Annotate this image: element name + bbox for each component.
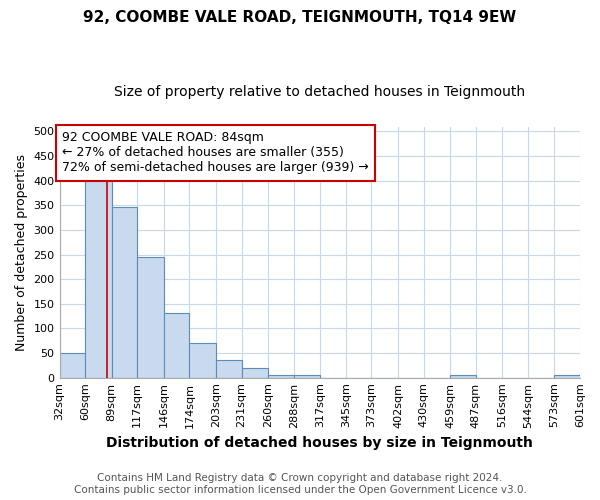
Y-axis label: Number of detached properties: Number of detached properties bbox=[15, 154, 28, 350]
Text: Contains HM Land Registry data © Crown copyright and database right 2024.
Contai: Contains HM Land Registry data © Crown c… bbox=[74, 474, 526, 495]
Bar bbox=[216, 360, 242, 378]
Bar bbox=[554, 375, 580, 378]
Bar bbox=[190, 343, 216, 378]
Bar bbox=[59, 352, 85, 378]
X-axis label: Distribution of detached houses by size in Teignmouth: Distribution of detached houses by size … bbox=[106, 436, 533, 450]
Bar bbox=[450, 374, 476, 378]
Bar bbox=[137, 256, 164, 378]
Bar bbox=[164, 313, 190, 378]
Bar bbox=[242, 368, 268, 378]
Bar bbox=[294, 375, 320, 378]
Bar bbox=[85, 179, 112, 378]
Text: 92, COOMBE VALE ROAD, TEIGNMOUTH, TQ14 9EW: 92, COOMBE VALE ROAD, TEIGNMOUTH, TQ14 9… bbox=[83, 10, 517, 25]
Text: 92 COOMBE VALE ROAD: 84sqm
← 27% of detached houses are smaller (355)
72% of sem: 92 COOMBE VALE ROAD: 84sqm ← 27% of deta… bbox=[62, 132, 369, 174]
Bar bbox=[268, 374, 294, 378]
Title: Size of property relative to detached houses in Teignmouth: Size of property relative to detached ho… bbox=[114, 85, 526, 99]
Bar bbox=[112, 207, 137, 378]
